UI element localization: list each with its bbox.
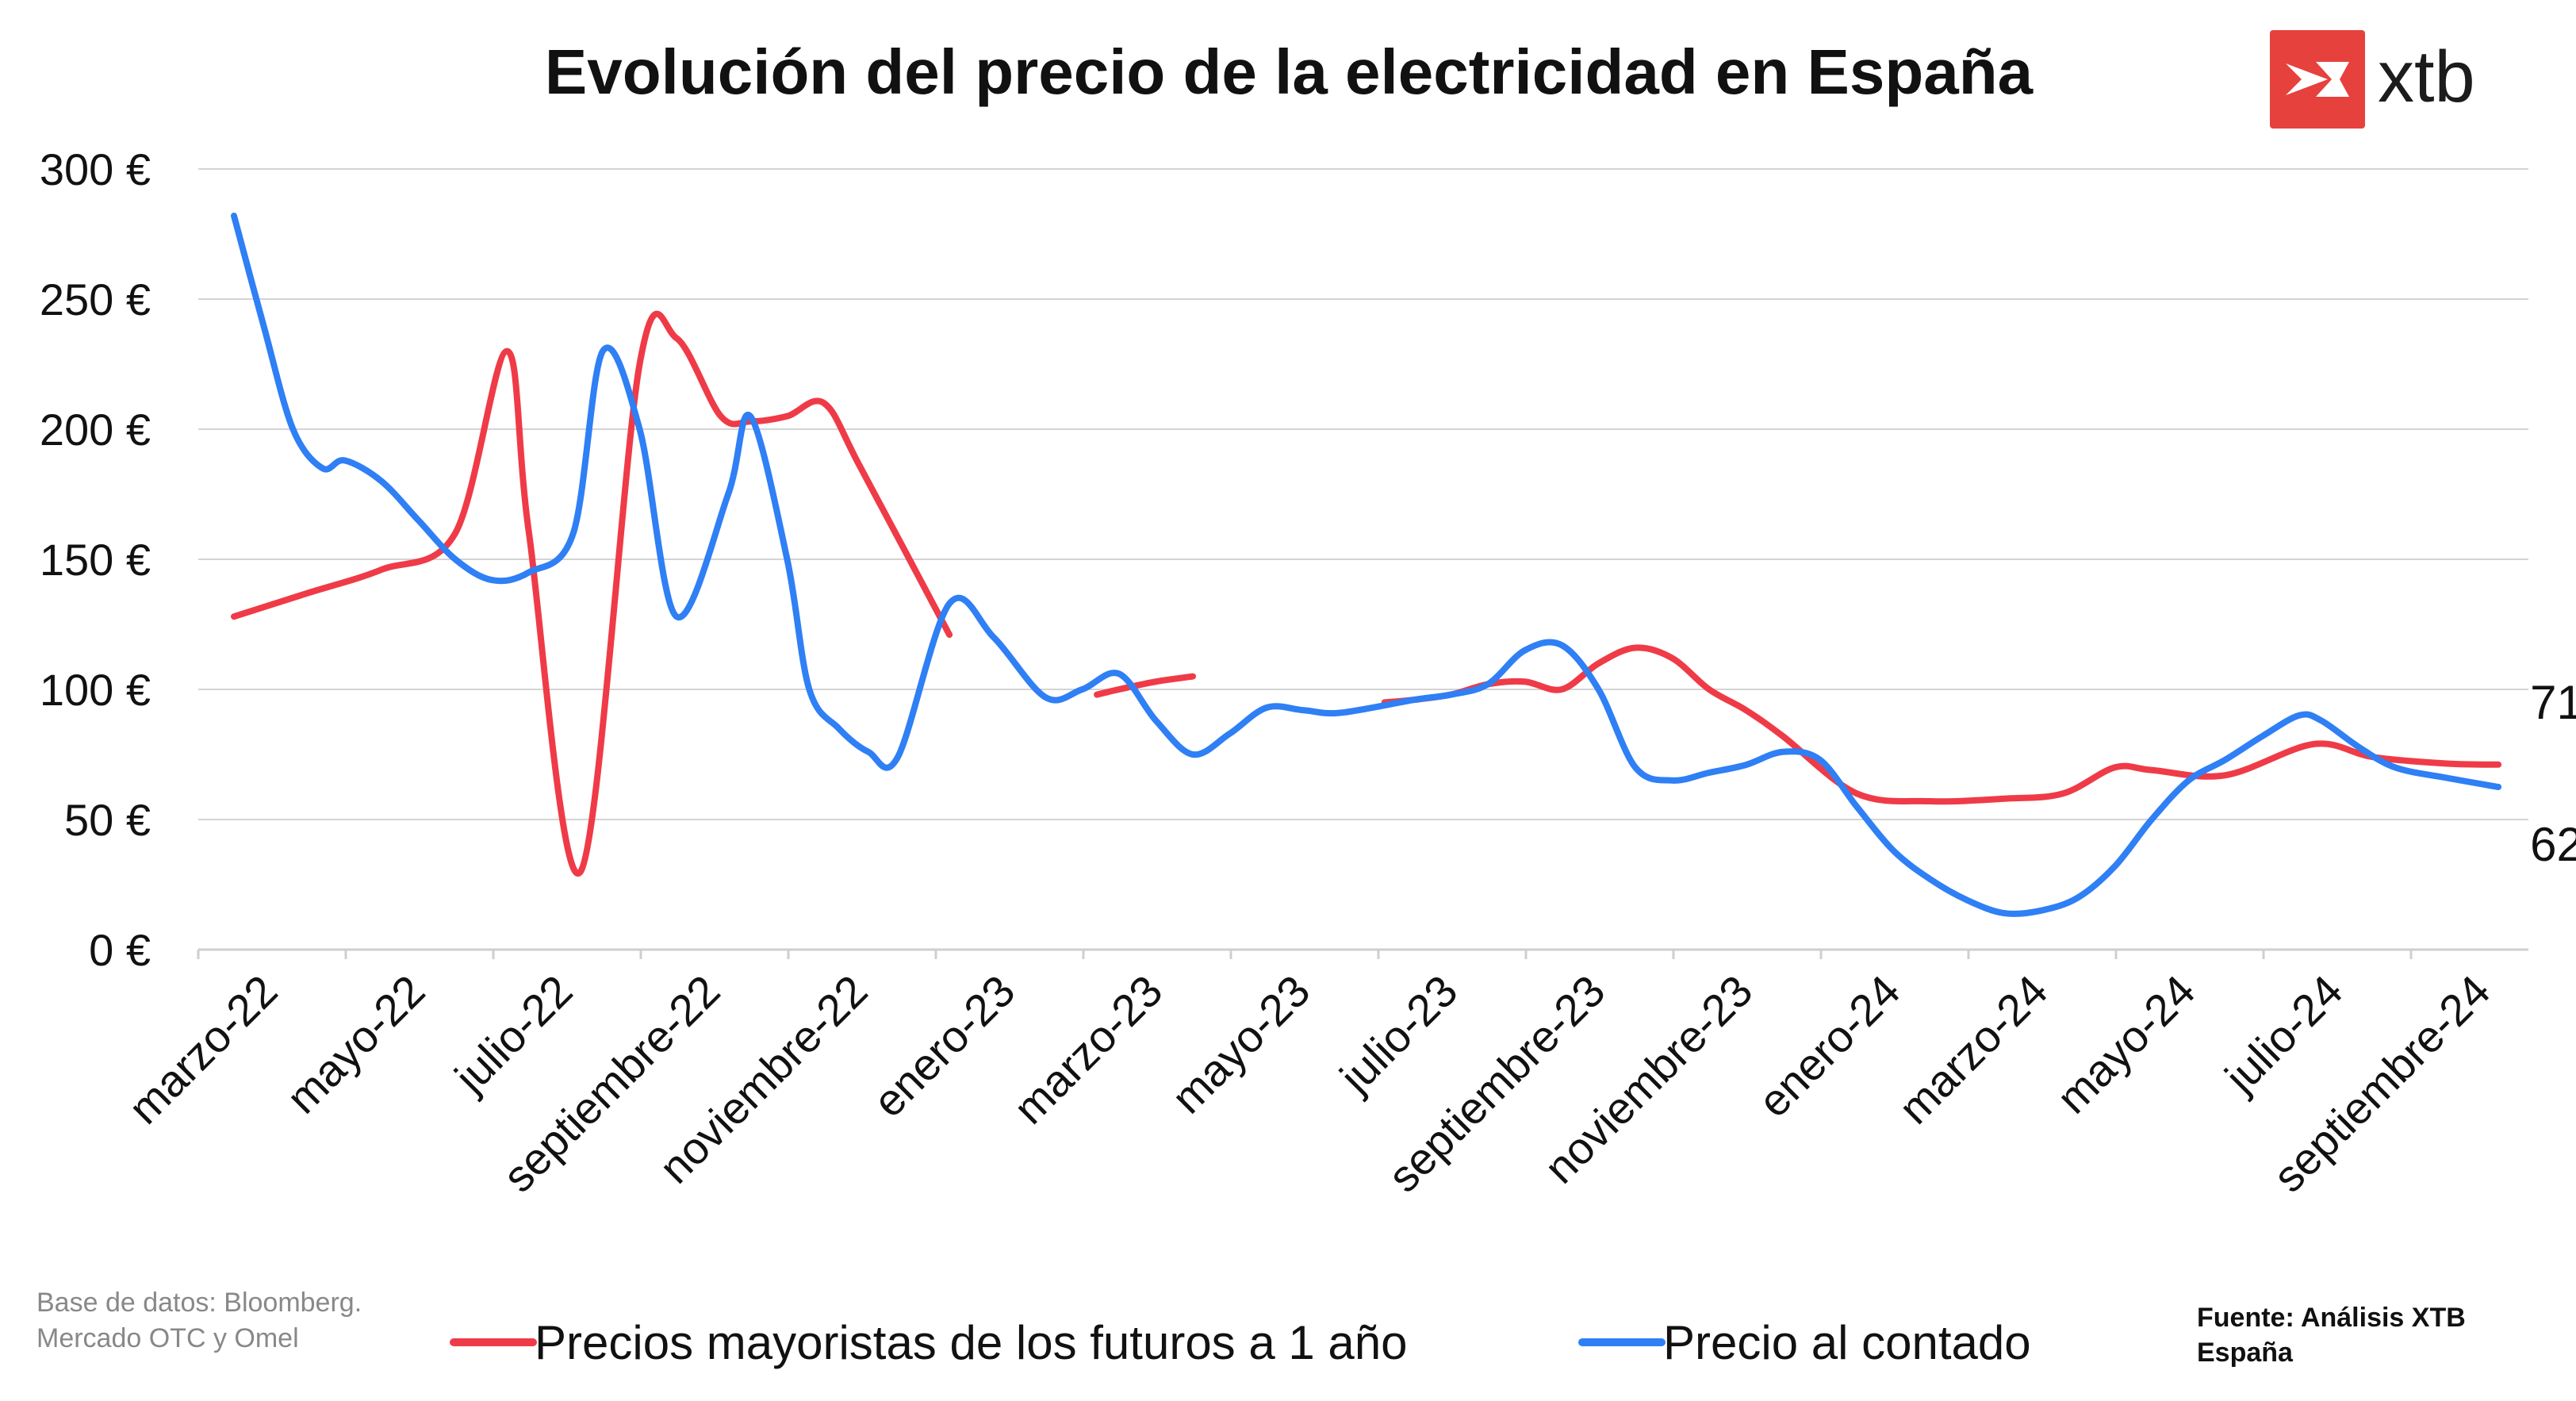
chart-title: Evolución del precio de la electricidad … [545,36,2034,107]
spot-line [231,213,2502,917]
futures-line [231,310,953,877]
y-tick-label: 0 € [89,925,151,975]
y-tick-label: 100 € [40,665,151,715]
source-note-line1: Base de datos: Bloomberg. [36,1288,362,1318]
y-axis: 0 € 50 € 100 € 150 € 200 € 250 € 300 € [40,144,151,975]
xtb-logo-arrow-icon [2286,63,2328,95]
xtb-logo-text: xtb [2378,36,2475,117]
grid-lines [198,168,2528,820]
legend: Precios mayoristas de los futuros a 1 añ… [450,1316,2031,1369]
end-label-futures: 71,1 € [2530,676,2576,729]
xtb-logo-shape-icon [2316,62,2349,97]
source-credit-line2: España [2197,1338,2294,1368]
end-label-spot: 62,5 € [2530,818,2576,871]
futures-line [1094,673,1196,698]
y-tick-label: 250 € [40,274,151,324]
legend-label-futures: Precios mayoristas de los futuros a 1 añ… [535,1316,1408,1369]
series-lines [231,213,2502,917]
xtb-logo: xtb [2270,30,2475,129]
source-note-line2: Mercado OTC y Omel [36,1323,299,1353]
source-credit-line1: Fuente: Análisis XTB [2197,1303,2466,1333]
y-tick-label: 300 € [40,144,151,194]
y-tick-label: 50 € [64,795,151,845]
y-tick-label: 200 € [40,405,151,455]
y-tick-label: 150 € [40,535,151,585]
legend-label-spot: Precio al contado [1663,1316,2031,1369]
end-labels: 71,1 € 62,5 € [2530,676,2576,871]
